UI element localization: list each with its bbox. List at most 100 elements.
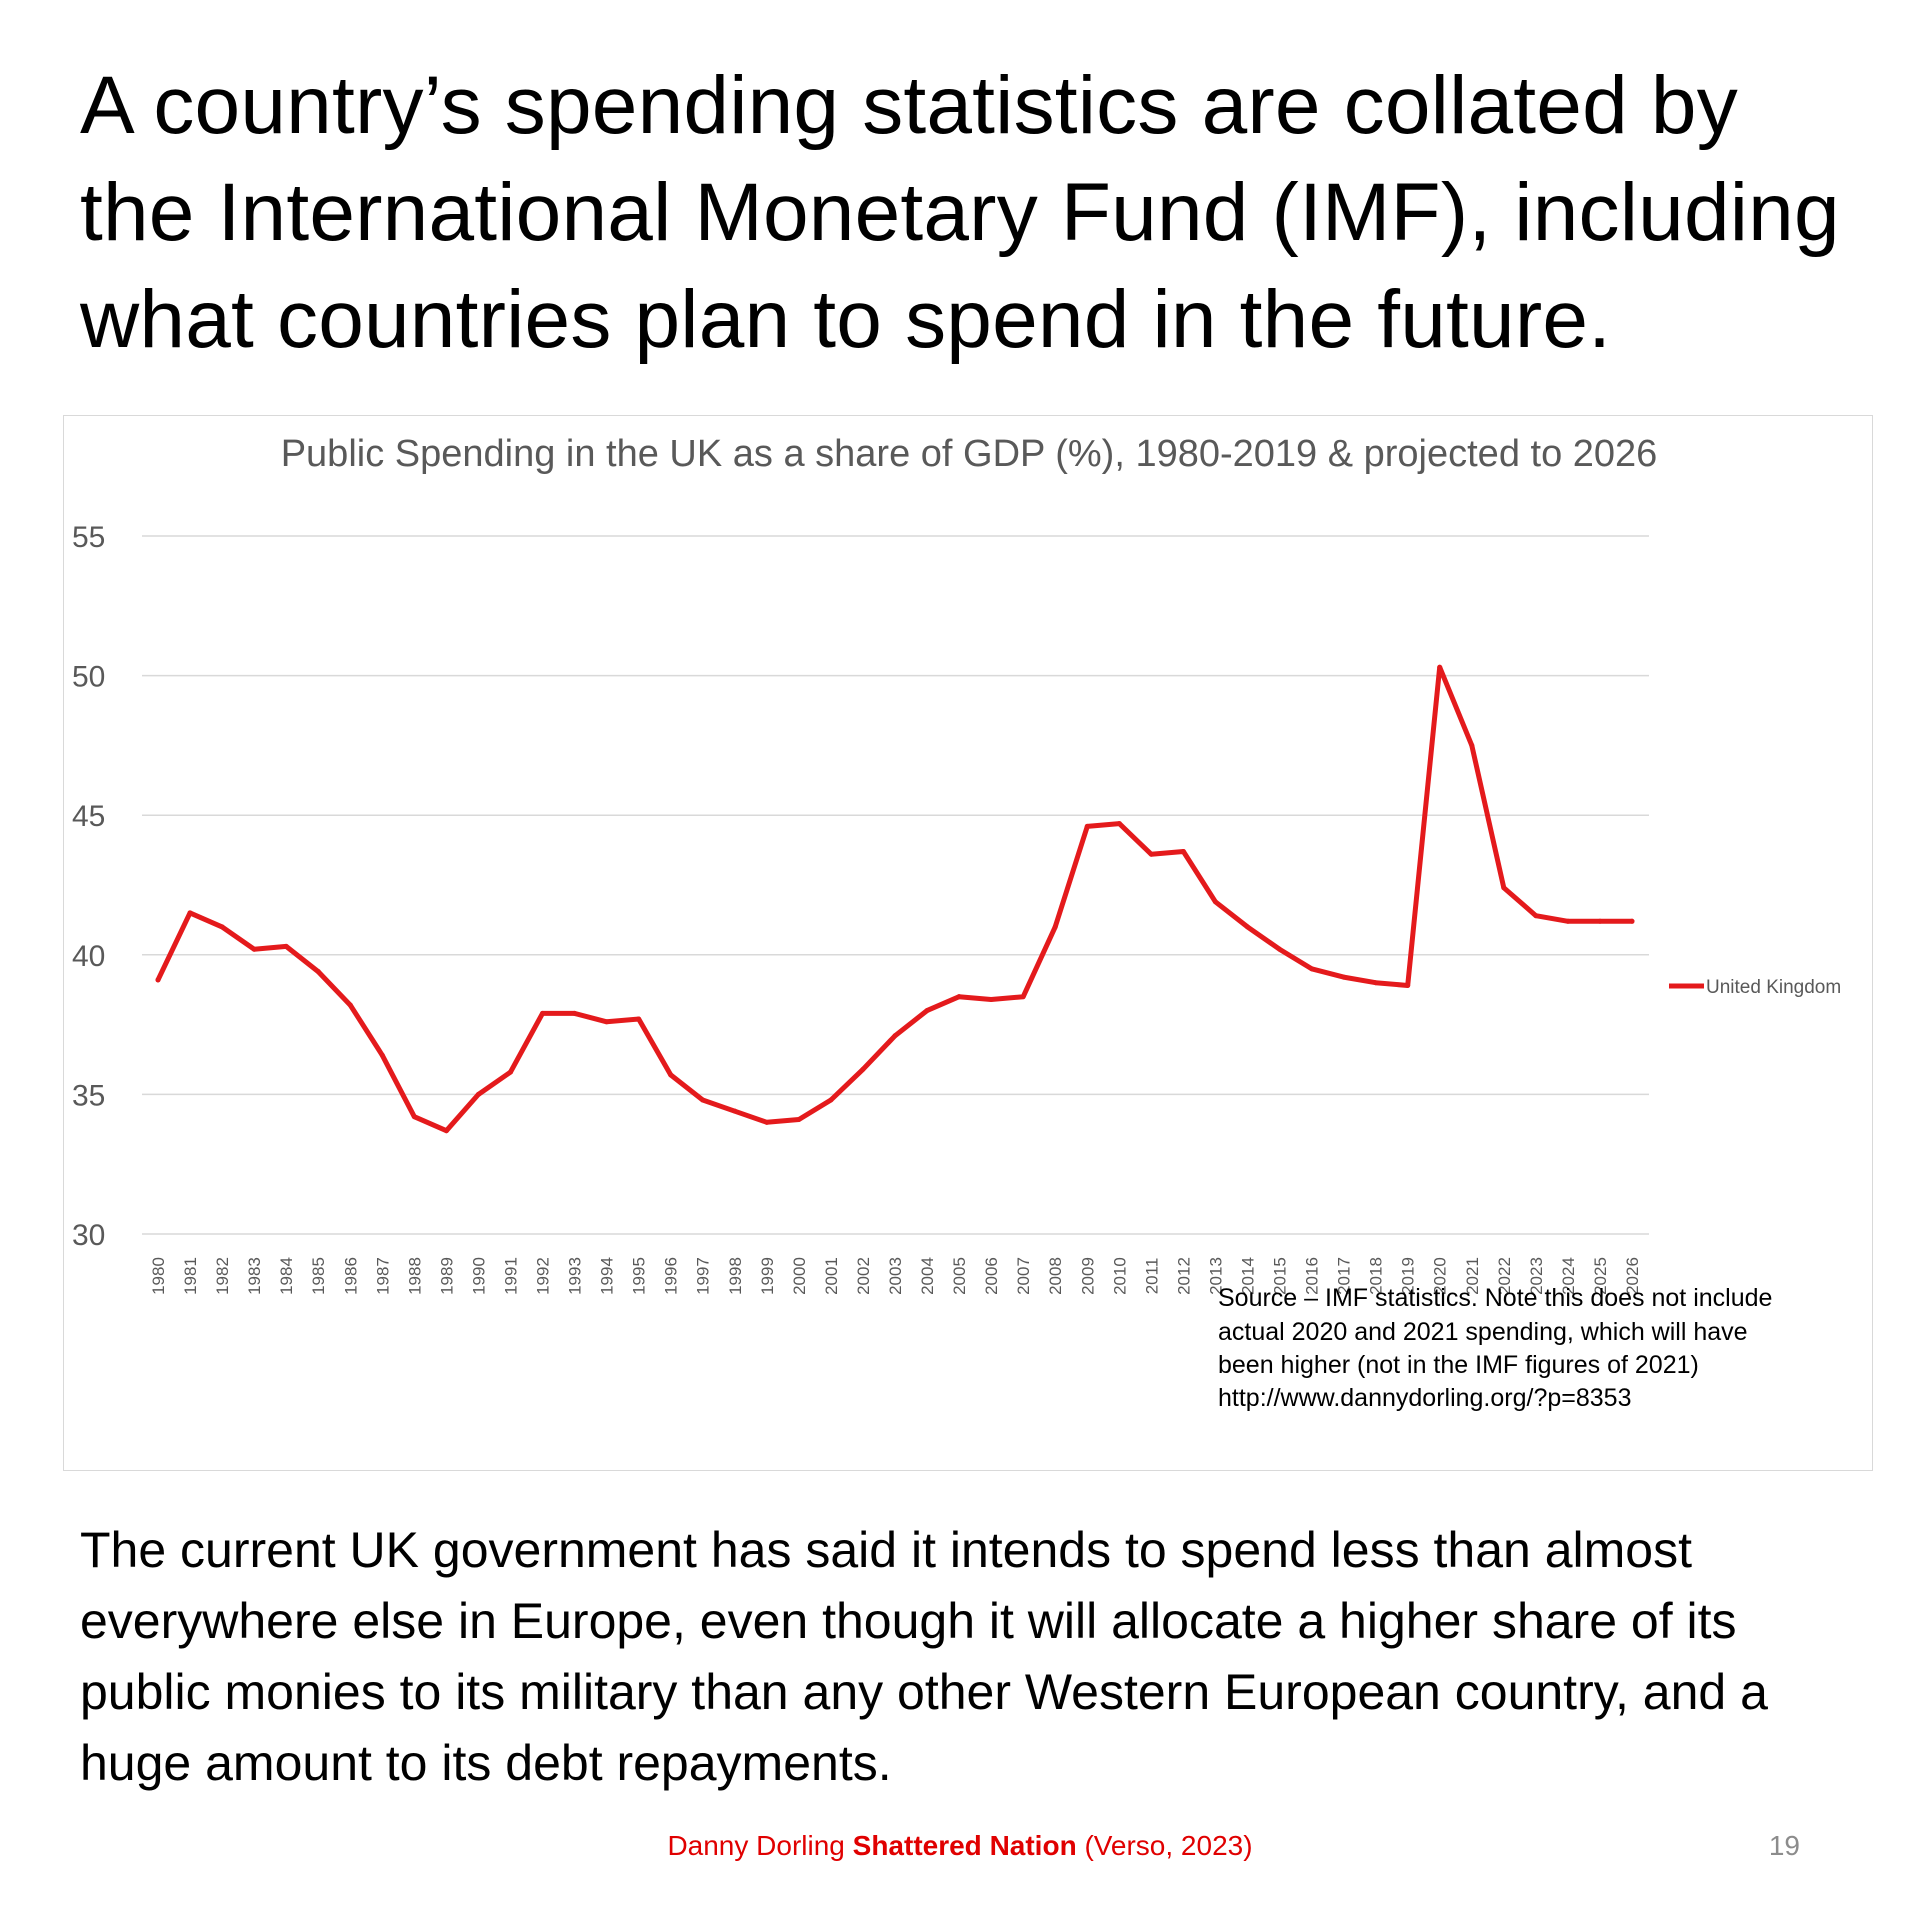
y-tick-label-30: 30 xyxy=(72,1219,105,1252)
x-tick-label-2003: 2003 xyxy=(886,1257,905,1295)
data-point-2000 xyxy=(796,1117,802,1123)
x-tick-label-1993: 1993 xyxy=(566,1257,585,1295)
x-tick-label-1998: 1998 xyxy=(726,1257,745,1295)
data-point-2018 xyxy=(1373,980,1379,986)
y-tick-label-35: 35 xyxy=(72,1079,105,1112)
data-point-1998 xyxy=(732,1108,738,1114)
data-point-2017 xyxy=(1341,974,1347,980)
page-number: 19 xyxy=(1768,1830,1800,1861)
line-chart: Public Spending in the UK as a share of … xyxy=(72,433,1841,1412)
x-tick-label-2022: 2022 xyxy=(1495,1257,1514,1295)
x-tick-label-2004: 2004 xyxy=(918,1257,937,1295)
y-tick-label-50: 50 xyxy=(72,661,105,694)
x-tick-label-1983: 1983 xyxy=(245,1257,264,1295)
data-point-1996 xyxy=(668,1072,674,1078)
data-point-1989 xyxy=(443,1128,449,1134)
chart-title: Public Spending in the UK as a share of … xyxy=(281,433,1658,475)
x-tick-label-1987: 1987 xyxy=(373,1257,392,1295)
data-point-2006 xyxy=(988,996,994,1002)
slide-headline: A country’s spending statistics are coll… xyxy=(80,60,1840,365)
x-tick-label-2005: 2005 xyxy=(950,1257,969,1295)
y-axis-ticks: 30 35 40 45 50 55 xyxy=(72,521,105,1252)
gridlines xyxy=(142,535,1649,1235)
x-tick-label-1997: 1997 xyxy=(694,1257,713,1295)
x-tick-label-2025: 2025 xyxy=(1591,1257,1610,1295)
x-tick-label-1992: 1992 xyxy=(534,1257,553,1295)
x-tick-label-2016: 2016 xyxy=(1303,1257,1322,1295)
x-tick-label-1995: 1995 xyxy=(630,1257,649,1295)
footer-credit: Danny Dorling Shattered Nation (Verso, 2… xyxy=(0,1830,1920,1862)
data-point-1983 xyxy=(251,946,257,952)
data-point-2010 xyxy=(1116,821,1122,827)
data-point-2011 xyxy=(1148,851,1154,857)
x-tick-label-2000: 2000 xyxy=(790,1257,809,1295)
x-tick-label-1996: 1996 xyxy=(662,1257,681,1295)
data-point-2026 xyxy=(1629,918,1635,924)
x-tick-label-1999: 1999 xyxy=(758,1257,777,1295)
data-point-1987 xyxy=(379,1052,385,1058)
x-tick-label-2014: 2014 xyxy=(1238,1257,1257,1295)
data-point-1997 xyxy=(700,1097,706,1103)
x-tick-label-2015: 2015 xyxy=(1271,1257,1290,1295)
x-tick-label-2026: 2026 xyxy=(1623,1257,1642,1295)
footer-book-title: Shattered Nation xyxy=(852,1830,1077,1861)
x-tick-label-2019: 2019 xyxy=(1399,1257,1418,1295)
data-point-2019 xyxy=(1405,983,1411,989)
data-point-2005 xyxy=(956,994,962,1000)
x-tick-label-1980: 1980 xyxy=(149,1257,168,1295)
x-tick-label-1991: 1991 xyxy=(501,1257,520,1295)
data-point-2015 xyxy=(1277,946,1283,952)
data-point-2012 xyxy=(1180,848,1186,854)
data-point-2009 xyxy=(1084,823,1090,829)
data-point-1984 xyxy=(283,943,289,949)
data-point-1988 xyxy=(411,1114,417,1120)
series-layer xyxy=(155,664,1635,1134)
data-point-1993 xyxy=(572,1010,578,1016)
data-point-2016 xyxy=(1309,966,1315,972)
source-note-line: been higher (not in the IMF figures of 2… xyxy=(1218,1351,1699,1379)
y-tick-label-40: 40 xyxy=(72,940,105,973)
data-point-2013 xyxy=(1212,899,1218,905)
x-tick-label-1988: 1988 xyxy=(405,1257,424,1295)
data-point-2022 xyxy=(1501,885,1507,891)
series-line-united-kingdom xyxy=(155,664,1635,1134)
x-tick-label-2006: 2006 xyxy=(982,1257,1001,1295)
data-point-1994 xyxy=(604,1019,610,1025)
data-point-1980 xyxy=(155,977,161,983)
data-point-2014 xyxy=(1244,924,1250,930)
x-tick-label-2002: 2002 xyxy=(854,1257,873,1295)
data-point-1995 xyxy=(636,1016,642,1022)
x-tick-label-2011: 2011 xyxy=(1142,1258,1161,1295)
footer-publisher: (Verso, 2023) xyxy=(1084,1830,1253,1861)
data-point-1991 xyxy=(507,1069,513,1075)
data-point-2001 xyxy=(828,1097,834,1103)
data-point-1990 xyxy=(475,1091,481,1097)
x-tick-label-2010: 2010 xyxy=(1110,1257,1129,1295)
data-point-2003 xyxy=(892,1033,898,1039)
data-point-2004 xyxy=(924,1008,930,1014)
x-tick-label-1989: 1989 xyxy=(437,1257,456,1295)
data-point-2020 xyxy=(1437,664,1443,670)
y-tick-label-45: 45 xyxy=(72,800,105,833)
x-tick-label-2008: 2008 xyxy=(1046,1257,1065,1295)
footer-author: Danny Dorling xyxy=(667,1830,845,1861)
source-url[interactable]: http://www.dannydorling.org/?p=8353 xyxy=(1218,1384,1631,1412)
x-axis-ticks: 1980 1981 1982 1983 1984 1985 1986 1987 1988 1989… xyxy=(149,1257,1642,1295)
data-point-1982 xyxy=(219,924,225,930)
legend-label-united-kingdom: United Kingdom xyxy=(1706,977,1841,998)
x-tick-label-2018: 2018 xyxy=(1367,1257,1386,1295)
y-tick-label-55: 55 xyxy=(72,521,105,554)
data-point-2025 xyxy=(1597,918,1603,924)
x-tick-label-1990: 1990 xyxy=(469,1257,488,1295)
x-tick-label-1985: 1985 xyxy=(309,1257,328,1295)
data-point-2024 xyxy=(1565,918,1571,924)
x-tick-label-1982: 1982 xyxy=(213,1257,232,1295)
data-point-1985 xyxy=(315,969,321,975)
slide-body-text: The current UK government has said it in… xyxy=(80,1522,1768,1791)
source-note-line: Source – IMF statistics. Note this does … xyxy=(1218,1284,1772,1312)
data-point-1986 xyxy=(347,1002,353,1008)
data-point-1981 xyxy=(187,910,193,916)
source-note-line: actual 2020 and 2021 spending, which wil… xyxy=(1218,1318,1748,1346)
x-tick-label-2009: 2009 xyxy=(1078,1257,1097,1295)
data-point-1999 xyxy=(764,1119,770,1125)
